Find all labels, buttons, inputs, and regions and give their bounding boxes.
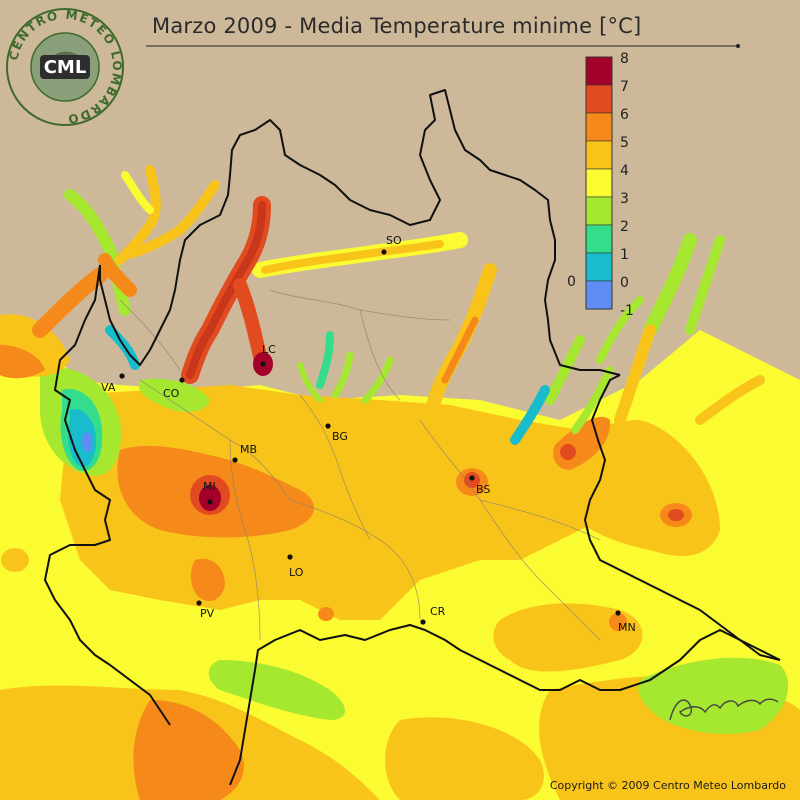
legend-label: 4: [620, 163, 629, 179]
city-dot-bs: [469, 475, 475, 481]
city-label-co: CO: [163, 387, 180, 400]
city-label-pv: PV: [200, 607, 215, 620]
city-label-lo: LO: [289, 566, 304, 579]
legend-label: 6: [620, 107, 629, 123]
city-label-mb: MB: [240, 443, 258, 456]
city-dot-lo: [287, 554, 293, 560]
legend-label: 3: [620, 191, 629, 207]
city-label-bg: BG: [332, 430, 348, 443]
city-dot-bg: [325, 423, 331, 429]
legend-label: 7: [620, 79, 629, 95]
city-markers: [119, 249, 621, 625]
legend-label: 5: [620, 135, 629, 151]
logo-badge: [40, 55, 90, 79]
city-dot-mn: [615, 610, 621, 616]
legend-label: 8: [620, 51, 629, 67]
city-label-va: VA: [101, 381, 116, 394]
legend-swatch: [585, 196, 613, 226]
legend-swatch: [585, 140, 613, 170]
city-label-cr: CR: [430, 605, 446, 618]
region-border: [44, 89, 781, 786]
city-label-mi: MI: [203, 480, 216, 493]
legend-frame: [585, 56, 613, 310]
city-dot-cr: [420, 619, 426, 625]
legend-swatch: [585, 84, 613, 114]
alpine-valleys: [32, 165, 765, 445]
legend-swatch: [585, 168, 613, 198]
city-dot-pv: [196, 600, 202, 606]
city-dot-mi: [207, 499, 213, 505]
title-underline-dot: [736, 44, 740, 48]
color-legend: 8 7 6 5 4 3 2 1 0 -1: [585, 51, 634, 319]
legend-label: 2: [620, 219, 629, 235]
legend-swatch: [585, 224, 613, 254]
legend-swatch: [585, 56, 613, 86]
map-title: Marzo 2009 - Media Temperature minime [°…: [152, 14, 642, 38]
city-dot-co: [179, 377, 185, 383]
legend-label: 1: [620, 247, 629, 263]
city-label-bs: BS: [476, 483, 491, 496]
legend-swatch: [585, 252, 613, 282]
city-label-mn: MN: [618, 621, 636, 634]
city-dot-lc: [260, 361, 266, 367]
city-dot-so: [381, 249, 387, 255]
city-label-so: SO: [386, 234, 402, 247]
legend-label: 0: [620, 275, 629, 291]
legend-swatch: [585, 280, 613, 310]
city-label-lc: LC: [262, 343, 276, 356]
province-borders: [119, 289, 601, 641]
city-dot-va: [119, 373, 125, 379]
signature: [669, 698, 779, 721]
cml-logo: CML CENTRO METEO LOMBARDO: [6, 8, 124, 126]
city-dot-mb: [232, 457, 238, 463]
legend-label: -1: [620, 303, 634, 319]
copyright-notice: Copyright © 2009 Centro Meteo Lombardo: [549, 779, 786, 792]
legend-side-label: 0: [567, 274, 576, 290]
logo-abbr: CML: [44, 57, 87, 78]
legend-swatch: [585, 112, 613, 142]
